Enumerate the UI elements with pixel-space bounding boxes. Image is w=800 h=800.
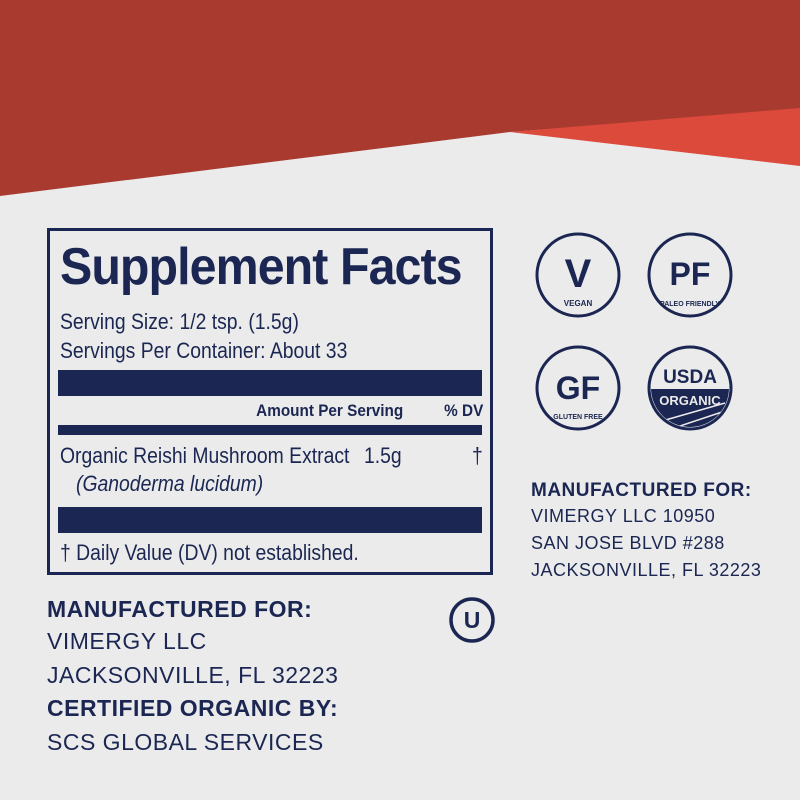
- certified-heading: CERTIFIED ORGANIC BY:: [47, 695, 339, 721]
- left-address-line: JACKSONVILLE, FL 32223: [47, 662, 339, 688]
- badge-main: GF: [556, 370, 600, 406]
- right-manufactured-heading: MANUFACTURED FOR:: [531, 480, 752, 501]
- usda-organic-icon: USDA ORGANIC: [647, 345, 733, 431]
- kosher-mark: U: [464, 607, 481, 633]
- ingredient-name: Organic Reishi Mushroom Extract: [60, 443, 350, 468]
- divider: [58, 425, 482, 435]
- vegan-icon: V VEGAN: [535, 232, 621, 318]
- right-address-line: SAN JOSE BLVD #288: [531, 533, 725, 553]
- supplement-facts-panel: Supplement Facts Serving Size: 1/2 tsp. …: [47, 228, 493, 575]
- badge-main: USDA: [663, 367, 717, 388]
- badge-main: PF: [670, 256, 711, 292]
- red-banner: [0, 0, 800, 196]
- certifier-name: SCS GLOBAL SERVICES: [47, 729, 324, 755]
- gluten-free-icon: GF GLUTEN FREE: [535, 345, 621, 431]
- ingredient-amount: 1.5g: [364, 443, 402, 468]
- servings-per-container: Servings Per Container: About 33: [60, 338, 348, 363]
- ingredient-latin: (Ganoderma lucidum): [76, 471, 264, 496]
- badge-caption: ORGANIC: [659, 393, 721, 408]
- left-address-line: VIMERGY LLC: [47, 628, 207, 654]
- amount-header: Amount Per Serving: [256, 401, 404, 420]
- right-address-line: VIMERGY LLC 10950: [531, 506, 716, 526]
- right-address-line: JACKSONVILLE, FL 32223: [531, 560, 762, 580]
- badge-caption: PALEO FRIENDLY: [660, 301, 720, 308]
- facts-title: Supplement Facts: [60, 238, 463, 296]
- serving-size: Serving Size: 1/2 tsp. (1.5g): [60, 309, 299, 334]
- kosher-ou-icon: U: [449, 597, 495, 643]
- accent-stripe: [510, 108, 800, 166]
- thick-divider: [58, 370, 482, 396]
- badge-caption: GLUTEN FREE: [553, 414, 603, 421]
- badge-main: V: [565, 252, 592, 296]
- paleo-friendly-icon: PF PALEO FRIENDLY: [647, 232, 733, 318]
- footnote: † Daily Value (DV) not established.: [60, 540, 359, 565]
- thick-divider: [58, 507, 482, 533]
- dv-header: % DV: [444, 401, 484, 420]
- ingredient-dv: †: [472, 443, 483, 468]
- badge-caption: VEGAN: [564, 299, 593, 308]
- left-manufactured-heading: MANUFACTURED FOR:: [47, 596, 313, 622]
